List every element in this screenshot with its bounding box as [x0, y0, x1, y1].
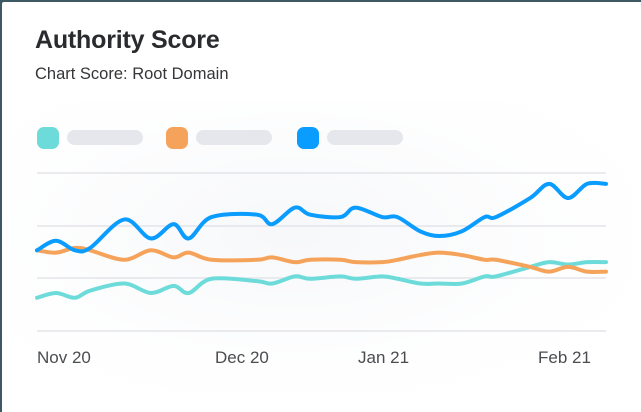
- gridlines: [37, 172, 606, 332]
- chart-subtitle: Chart Score: Root Domain: [35, 65, 229, 83]
- series-line-2: [35, 180, 608, 254]
- x-axis-label: Jan 21: [358, 348, 410, 367]
- chart-background-glow: [12, 102, 632, 392]
- series-lines: [35, 180, 608, 300]
- legend-label-placeholder: [67, 130, 143, 145]
- series-line-0: [35, 259, 608, 300]
- legend-swatch-blue-icon: [297, 127, 319, 149]
- legend-swatch-orange-icon: [166, 127, 188, 149]
- x-axis-label: Dec 20: [215, 348, 269, 367]
- x-axis-label: Feb 21: [538, 348, 591, 367]
- series-line-1: [35, 245, 608, 275]
- chart-title: Authority Score: [35, 26, 220, 54]
- legend-label-placeholder: [327, 130, 403, 145]
- legend-swatch-teal-icon: [37, 127, 59, 149]
- legend-label-placeholder: [196, 130, 272, 145]
- x-axis-label: Nov 20: [37, 348, 91, 367]
